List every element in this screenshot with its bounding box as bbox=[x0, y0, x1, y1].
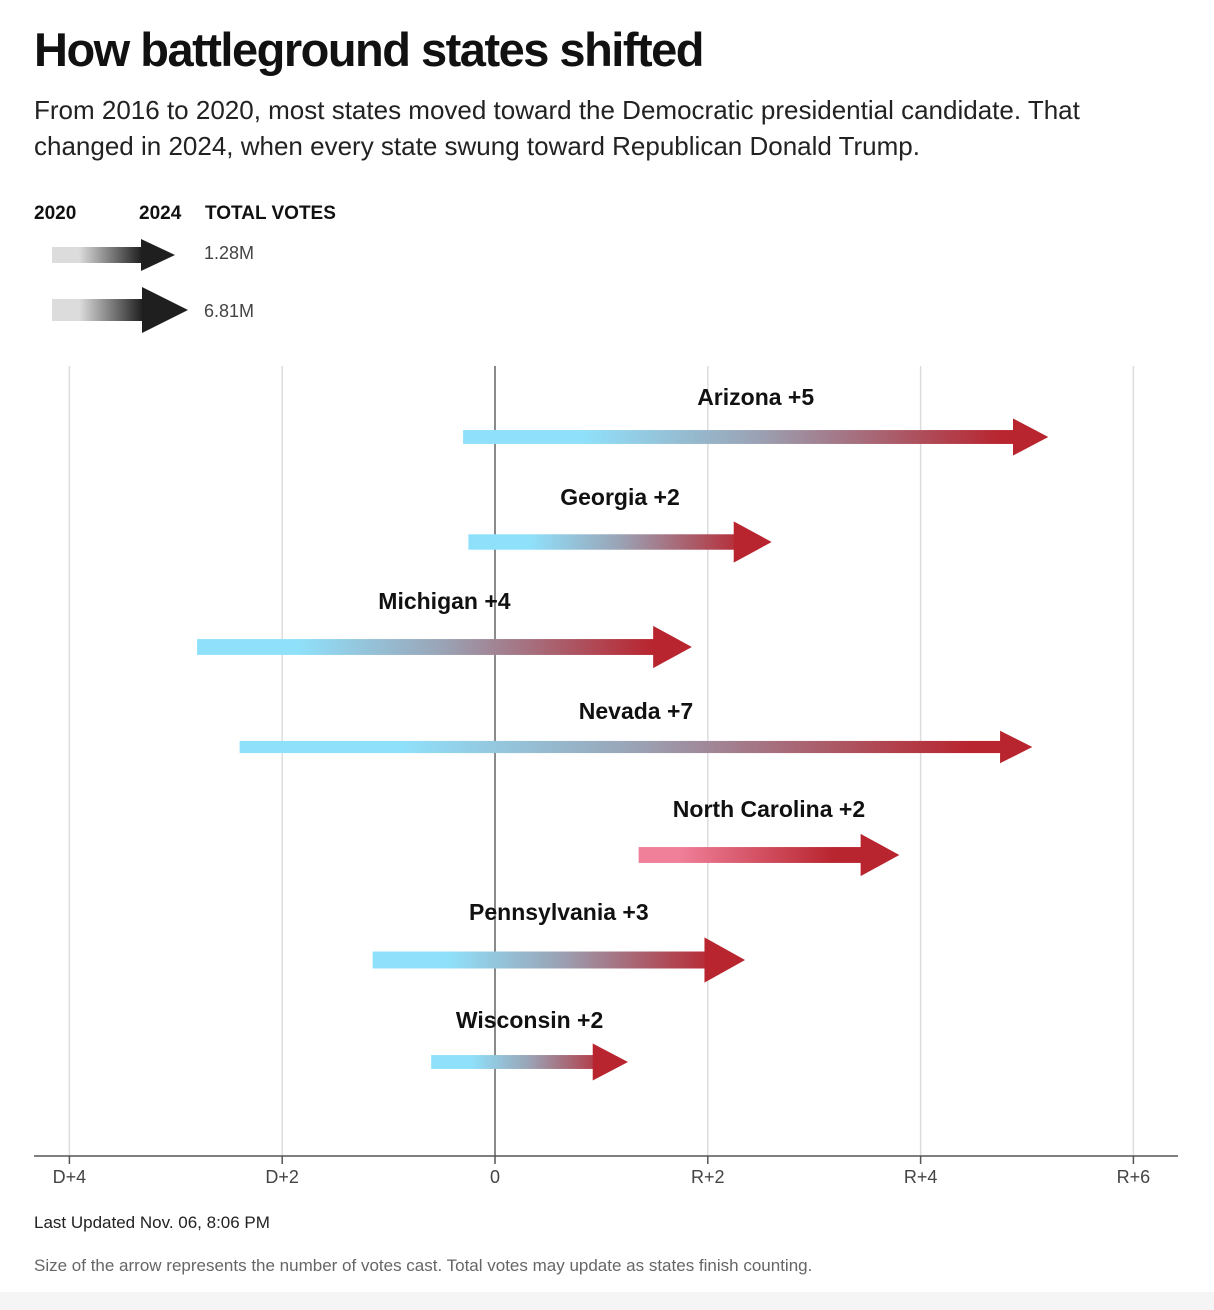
x-tick-label: R+2 bbox=[691, 1167, 725, 1187]
legend-year-from: 2020 bbox=[34, 203, 77, 224]
arrow-north-carolina bbox=[638, 833, 900, 877]
chart-subtitle: From 2016 to 2020, most states moved tow… bbox=[34, 95, 1080, 161]
legend-arrows bbox=[52, 239, 188, 333]
arrow-head bbox=[733, 521, 772, 563]
arrow-wisconsin bbox=[431, 1043, 628, 1081]
arrow-nevada bbox=[239, 730, 1033, 764]
arrow-chart: Arizona +5 Georgia +2 Michigan +4 Nevada +7… bbox=[34, 366, 1178, 1187]
arrow-head bbox=[653, 625, 692, 669]
arrow-pennsylvania bbox=[372, 937, 746, 983]
footnote: Size of the arrow represents the number … bbox=[34, 1256, 813, 1275]
last-updated: Last Updated Nov. 06, 8:06 PM bbox=[34, 1213, 270, 1232]
arrow-arizona bbox=[463, 418, 1049, 456]
x-tick-label: 0 bbox=[490, 1167, 500, 1187]
chart-title: How battleground states shifted bbox=[34, 23, 705, 76]
legend-value-large: 6.81M bbox=[204, 301, 255, 321]
legend-arrow-1 bbox=[52, 239, 175, 271]
state-label: Michigan +4 bbox=[378, 588, 510, 614]
x-tick-label: D+4 bbox=[53, 1167, 87, 1187]
arrow-head bbox=[1012, 418, 1049, 456]
arrow-head bbox=[1000, 730, 1033, 764]
state-label: North Carolina +2 bbox=[673, 796, 865, 822]
legend-value-small: 1.28M bbox=[204, 243, 255, 263]
legend-year-to: 2024 bbox=[139, 203, 182, 224]
footer-band bbox=[0, 1292, 1214, 1310]
state-label: Georgia +2 bbox=[560, 484, 680, 510]
state-label: Arizona +5 bbox=[697, 384, 814, 410]
legend-heading: TOTAL VOTES bbox=[205, 203, 336, 224]
arrow-shaft bbox=[468, 534, 735, 550]
x-tick-label: D+2 bbox=[265, 1167, 299, 1187]
state-label: Pennsylvania +3 bbox=[469, 899, 649, 925]
x-tick-label: R+4 bbox=[904, 1167, 938, 1187]
arrow-shaft bbox=[431, 1055, 594, 1069]
arrow-head bbox=[704, 937, 746, 983]
arrow-shaft bbox=[638, 847, 862, 863]
x-tick-label: R+6 bbox=[1117, 1167, 1151, 1187]
state-label: Nevada +7 bbox=[579, 698, 693, 724]
arrow-georgia bbox=[468, 521, 772, 563]
gridlines bbox=[68, 366, 1135, 1156]
legend-arrow-2 bbox=[52, 287, 188, 333]
arrow-head bbox=[860, 833, 900, 877]
state-label: Wisconsin +2 bbox=[456, 1007, 603, 1033]
arrow-michigan bbox=[197, 625, 692, 669]
arrow-head bbox=[592, 1043, 628, 1081]
arrow-shaft bbox=[372, 951, 706, 969]
arrow-shaft bbox=[239, 740, 1002, 754]
arrow-shaft bbox=[197, 639, 655, 655]
arrow-shaft bbox=[463, 430, 1014, 444]
